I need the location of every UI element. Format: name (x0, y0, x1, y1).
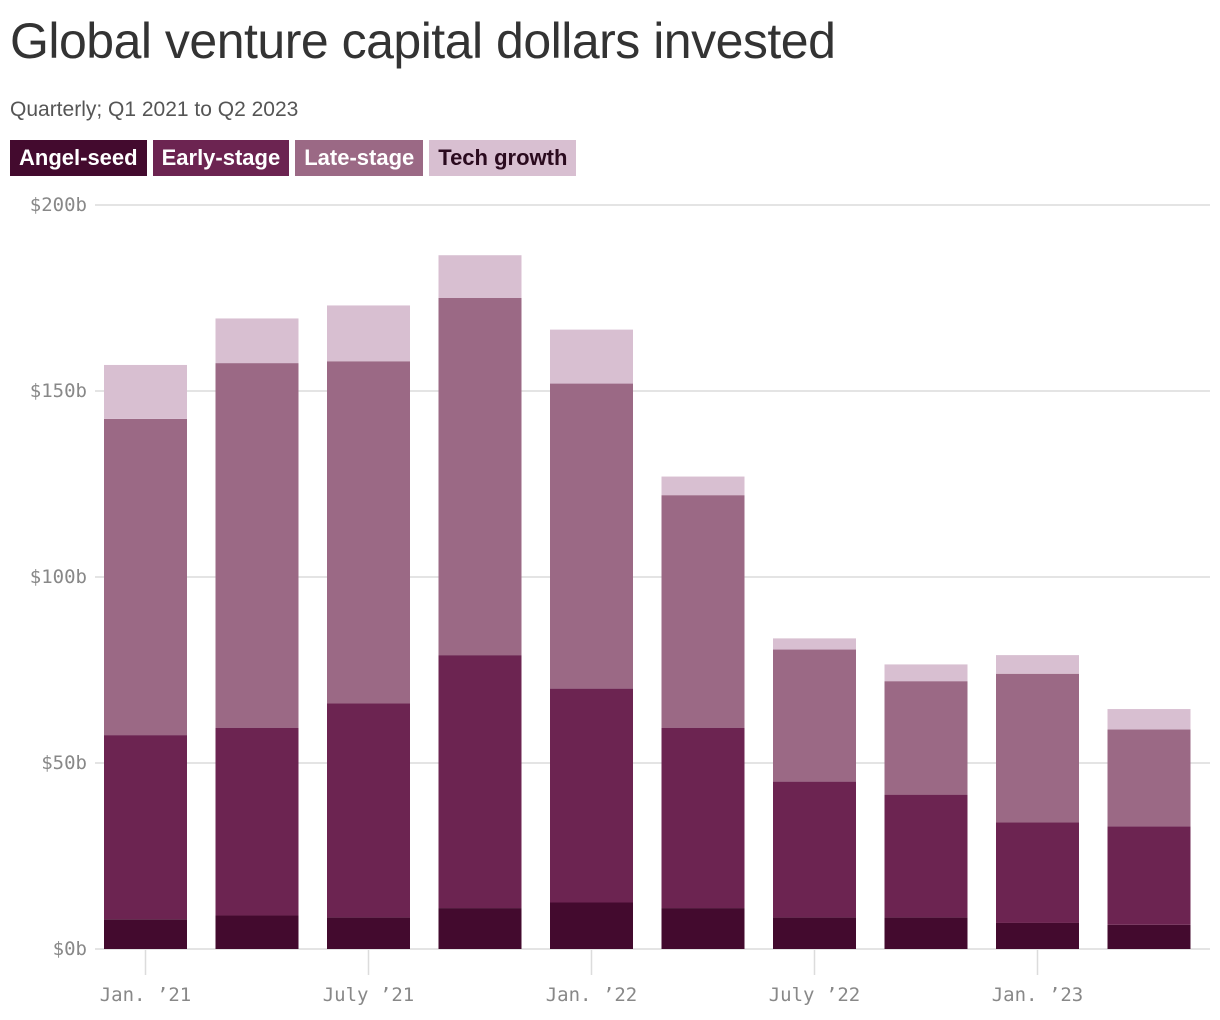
bar-late-stage (773, 649, 856, 782)
bar-angel-seed (104, 919, 187, 949)
bar-angel-seed (438, 908, 522, 949)
bar-early-stage (1107, 826, 1191, 925)
bar-tech-growth (661, 476, 745, 496)
bar-late-stage (996, 673, 1079, 823)
bar-early-stage (996, 822, 1079, 923)
legend-item-early-stage: Early-stage (152, 140, 290, 176)
bar-tech-growth (327, 305, 410, 362)
bar-late-stage (661, 495, 745, 728)
bar-angel-seed (550, 902, 633, 949)
legend-item-tech-growth: Tech growth (429, 140, 577, 176)
bar-early-stage (661, 727, 745, 909)
y-axis: $0b $50b $100b $150b $200b (30, 194, 87, 960)
bar-early-stage (327, 703, 410, 918)
bar-late-stage (215, 363, 299, 728)
bar-tech-growth (773, 638, 856, 650)
bar-late-stage (550, 383, 633, 689)
legend: Angel-seed Early-stage Late-stage Tech grow… (10, 140, 577, 176)
bar-early-stage (438, 655, 522, 909)
x-tick-label: July ’21 (323, 984, 415, 1006)
chart-subtitle: Quarterly; Q1 2021 to Q2 2023 (10, 98, 299, 121)
bar-late-stage (327, 361, 410, 704)
bar-tech-growth (550, 329, 633, 384)
y-tick-label: $150b (30, 380, 87, 402)
bar-angel-seed (1107, 924, 1191, 949)
legend-item-angel-seed: Angel-seed (10, 140, 147, 176)
bar-early-stage (550, 688, 633, 903)
bar-early-stage (104, 735, 187, 920)
bar-tech-growth (104, 364, 187, 419)
x-axis: Jan. ’21 July ’21 Jan. ’22 July ’22 Jan. ’23 (100, 950, 1084, 1006)
chart-title: Global venture capital dollars invested (10, 13, 836, 69)
bar-early-stage (884, 794, 968, 918)
bar-tech-growth (884, 664, 968, 682)
bar-late-stage (1107, 729, 1191, 827)
bar-tech-growth (1107, 709, 1191, 730)
y-tick-label: $50b (41, 752, 87, 774)
y-tick-label: $200b (30, 194, 87, 216)
bar-angel-seed (215, 915, 299, 949)
x-tick-label: Jan. ’23 (992, 984, 1084, 1006)
legend-item-late-stage: Late-stage (295, 140, 424, 176)
bar-early-stage (773, 781, 856, 918)
bar-angel-seed (327, 917, 410, 949)
bar-early-stage (215, 727, 299, 916)
bar-tech-growth (438, 255, 522, 298)
bar-angel-seed (661, 908, 745, 949)
x-tick-label: Jan. ’22 (546, 984, 638, 1006)
bar-angel-seed (773, 917, 856, 949)
bar-angel-seed (996, 922, 1079, 949)
bars (104, 255, 1191, 949)
bar-tech-growth (996, 655, 1079, 674)
bar-angel-seed (884, 917, 968, 949)
bar-late-stage (438, 298, 522, 656)
bar-late-stage (884, 681, 968, 795)
y-tick-label: $0b (53, 938, 87, 960)
x-tick-label: July ’22 (769, 984, 861, 1006)
x-tick-label: Jan. ’21 (100, 984, 192, 1006)
bar-tech-growth (215, 318, 299, 364)
y-tick-label: $100b (30, 566, 87, 588)
bar-late-stage (104, 418, 187, 736)
